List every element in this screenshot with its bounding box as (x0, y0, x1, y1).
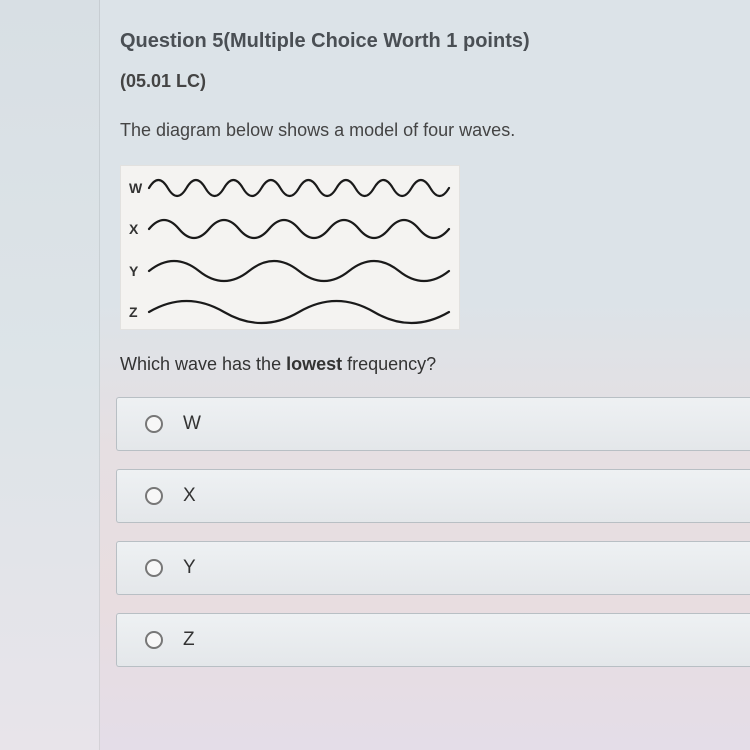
question-number: 5 (212, 30, 223, 52)
wave-row-y: Y (129, 253, 451, 289)
question-word: Question (120, 30, 207, 52)
option-z[interactable]: Z (116, 613, 750, 667)
question-code: (05.01 LC) (120, 71, 750, 92)
option-label: Z (183, 629, 195, 651)
wave-label: X (129, 221, 147, 237)
option-x[interactable]: X (116, 469, 750, 523)
wave-row-w: W (129, 170, 451, 206)
subprompt-post: frequency? (342, 354, 436, 374)
wave-row-x: X (129, 211, 451, 247)
radio-icon[interactable] (145, 487, 163, 505)
question-content: Question 5(Multiple Choice Worth 1 point… (120, 30, 750, 685)
radio-icon[interactable] (145, 559, 163, 577)
wave-svg (147, 297, 451, 327)
answer-options: W X Y Z (116, 397, 750, 667)
option-label: W (183, 413, 201, 435)
sidebar-edge (0, 0, 100, 750)
subprompt-pre: Which wave has the (120, 354, 286, 374)
wave-label: Z (129, 304, 147, 320)
option-label: X (183, 485, 196, 507)
option-label: Y (183, 557, 196, 579)
option-y[interactable]: Y (116, 541, 750, 595)
radio-icon[interactable] (145, 415, 163, 433)
wave-svg (147, 256, 451, 286)
question-meta: (Multiple Choice Worth 1 points) (223, 30, 529, 52)
subprompt-keyword: lowest (286, 354, 342, 374)
option-w[interactable]: W (116, 397, 750, 451)
wave-svg (147, 173, 451, 203)
question-header: Question 5(Multiple Choice Worth 1 point… (120, 30, 750, 53)
wave-diagram: W X Y Z (120, 165, 460, 330)
question-prompt: The diagram below shows a model of four … (120, 120, 750, 141)
wave-label: W (129, 180, 147, 196)
wave-label: Y (129, 263, 147, 279)
question-subprompt: Which wave has the lowest frequency? (120, 354, 750, 375)
wave-row-z: Z (129, 294, 451, 330)
wave-svg (147, 214, 451, 244)
radio-icon[interactable] (145, 631, 163, 649)
